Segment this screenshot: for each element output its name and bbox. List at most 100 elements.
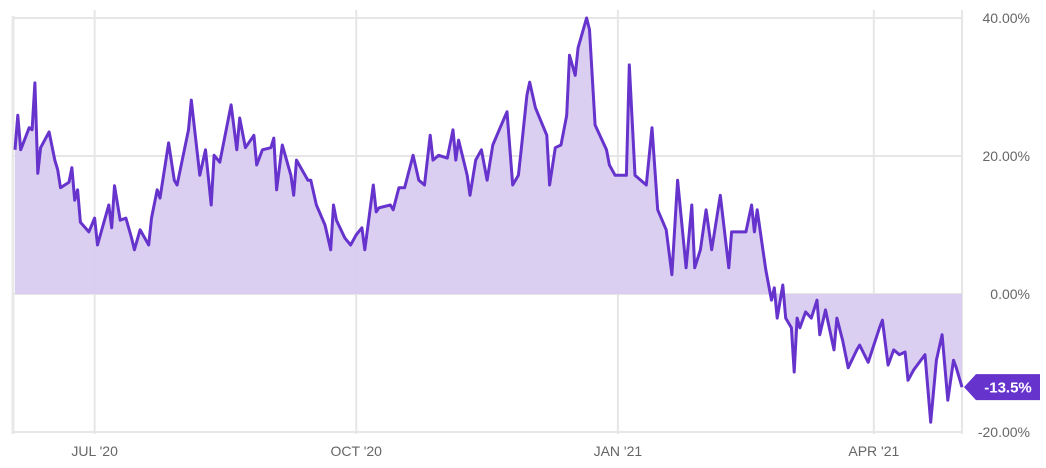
data-point (474, 159, 477, 162)
data-point (16, 114, 19, 117)
data-point (309, 179, 312, 182)
data-point (28, 126, 31, 129)
data-point (764, 268, 767, 271)
data-point (781, 284, 784, 287)
x-tick-label: APR '21 (848, 443, 899, 459)
data-point (585, 17, 588, 20)
data-point (389, 203, 392, 206)
data-point (776, 317, 779, 320)
data-point (887, 364, 890, 367)
data-point (833, 348, 836, 351)
data-point (210, 203, 213, 206)
data-point (119, 219, 122, 222)
data-point (730, 230, 733, 233)
data-point (252, 134, 255, 137)
data-point (520, 148, 523, 151)
data-point (952, 359, 955, 362)
data-point (633, 174, 636, 177)
data-point (560, 143, 563, 146)
data-point (343, 237, 346, 240)
data-point (719, 194, 722, 197)
data-point (457, 139, 460, 142)
data-point (218, 161, 221, 164)
data-point (693, 266, 696, 269)
data-point (705, 208, 708, 211)
data-point (349, 244, 352, 247)
data-point (906, 379, 909, 382)
data-point (867, 361, 870, 364)
data-point (793, 370, 796, 373)
data-point (213, 154, 216, 157)
data-point (841, 339, 844, 342)
data-point (204, 148, 207, 151)
data-point (147, 244, 150, 247)
data-point (33, 81, 36, 84)
data-point (110, 226, 113, 229)
data-point (466, 174, 469, 177)
data-point (306, 179, 309, 182)
data-point (39, 146, 42, 149)
data-point (329, 248, 332, 251)
data-point (198, 174, 201, 177)
data-point (511, 183, 514, 186)
data-point (500, 123, 503, 126)
data-point (946, 399, 949, 402)
data-point (676, 179, 679, 182)
data-point (363, 248, 366, 251)
data-point (898, 353, 901, 356)
data-point (412, 154, 415, 157)
data-point (235, 148, 238, 151)
data-point (87, 230, 90, 233)
data-point (244, 146, 247, 149)
data-point (614, 174, 617, 177)
x-tick-label: JUL '20 (71, 443, 118, 459)
data-point (14, 148, 17, 151)
data-point (744, 230, 747, 233)
data-point (48, 130, 51, 133)
data-point (881, 319, 884, 322)
data-point (486, 179, 489, 182)
data-point (360, 226, 363, 229)
data-point (548, 183, 551, 186)
data-point (130, 237, 133, 240)
data-point (855, 348, 858, 351)
data-point (255, 163, 258, 166)
data-point (525, 94, 528, 97)
data-point (156, 188, 159, 191)
data-point (804, 310, 807, 313)
data-point (469, 194, 472, 197)
data-point (574, 74, 577, 77)
data-point (528, 81, 531, 84)
data-point (912, 368, 915, 371)
data-point (429, 134, 432, 137)
data-point (625, 174, 628, 177)
data-point (261, 148, 264, 151)
data-point (685, 266, 688, 269)
data-point (565, 114, 568, 117)
data-point (770, 299, 773, 302)
data-point (446, 157, 449, 160)
data-point (295, 159, 298, 162)
data-point (517, 174, 520, 177)
data-point (796, 317, 799, 320)
data-point (935, 359, 938, 362)
data-point (332, 203, 335, 206)
data-point (824, 308, 827, 311)
data-point (423, 183, 426, 186)
data-point (727, 266, 730, 269)
data-point (534, 106, 537, 109)
data-point (53, 159, 56, 162)
data-point (690, 203, 693, 206)
data-point (335, 219, 338, 222)
data-point (872, 344, 875, 347)
data-point (269, 146, 272, 149)
data-point (941, 333, 944, 336)
data-point (491, 143, 494, 146)
data-point (315, 203, 318, 206)
data-point (96, 244, 99, 247)
data-point (790, 326, 793, 329)
data-point (670, 273, 673, 276)
data-point (798, 326, 801, 329)
data-point (159, 197, 162, 200)
data-point (437, 154, 440, 157)
